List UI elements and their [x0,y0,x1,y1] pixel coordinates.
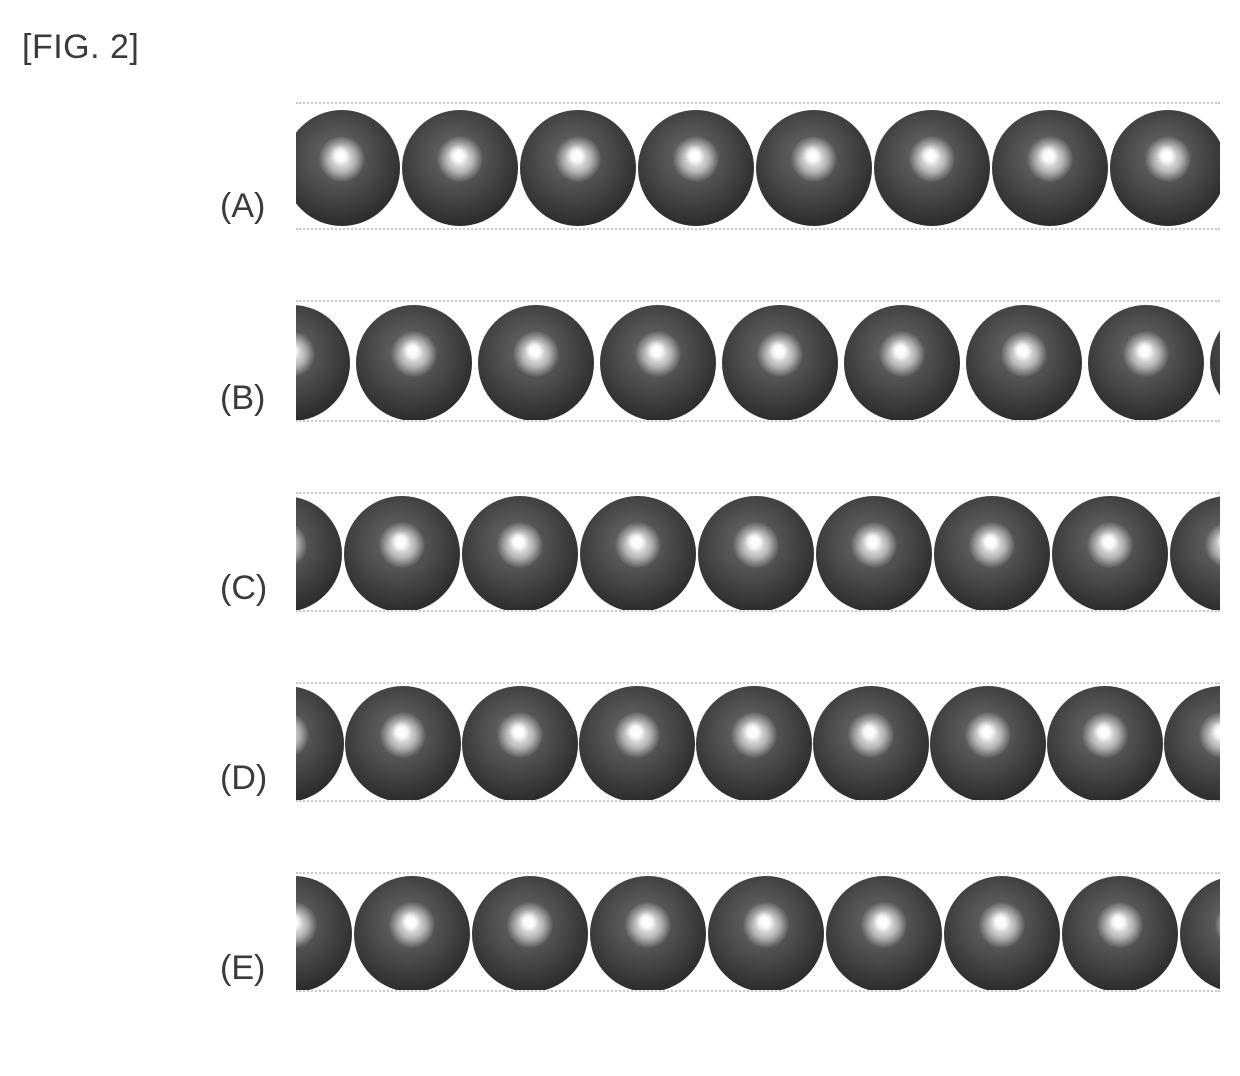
sphere [1110,110,1220,226]
sphere [296,876,352,992]
sphere [402,110,518,226]
sphere-strip [296,102,1220,230]
sphere [1088,305,1204,421]
sphere [520,110,636,226]
sphere [826,876,942,992]
sphere [462,496,578,612]
row-c: (C) [220,492,1220,612]
sphere [696,686,812,802]
sphere [708,876,824,992]
sphere [1170,496,1220,612]
sphere [472,876,588,992]
row-label: (C) [220,569,296,608]
sphere [1062,876,1178,992]
sphere [296,305,350,421]
sphere-highlight-icon [296,522,307,568]
sphere [580,496,696,612]
sphere [638,110,754,226]
row-e: (E) [220,872,1220,992]
sphere [600,305,716,421]
sphere-strip [296,872,1220,992]
sphere [1052,496,1168,612]
row-d: (D) [220,682,1220,802]
sphere-strip [296,492,1220,612]
rows-container: (A) (B) (C) (D) (E) [220,102,1220,1062]
sphere [816,496,932,612]
sphere [698,496,814,612]
sphere [966,305,1082,421]
row-label: (B) [220,379,296,418]
sphere [296,686,344,802]
figure-title: [FIG. 2] [22,28,139,67]
sphere [579,686,695,802]
sphere [345,686,461,802]
sphere-highlight-icon [296,331,315,377]
sphere [934,496,1050,612]
sphere [354,876,470,992]
sphere [462,686,578,802]
sphere [1047,686,1163,802]
row-label: (D) [220,759,296,798]
sphere [590,876,706,992]
sphere-highlight-icon [1215,902,1220,948]
sphere [1180,876,1220,992]
sphere [296,496,342,612]
sphere [992,110,1108,226]
sphere [1210,305,1220,421]
row-label: (A) [220,187,296,226]
sphere [344,496,460,612]
row-a: (A) [220,102,1220,230]
sphere [813,686,929,802]
sphere [930,686,1046,802]
sphere [296,110,400,226]
sphere-highlight-icon [1205,522,1220,568]
sphere [722,305,838,421]
sphere [1164,686,1220,802]
row-label: (E) [220,949,296,988]
sphere [756,110,872,226]
row-b: (B) [220,300,1220,422]
sphere [874,110,990,226]
sphere [478,305,594,421]
sphere-strip [296,300,1220,422]
sphere [356,305,472,421]
sphere [844,305,960,421]
sphere-highlight-icon [296,712,309,758]
sphere-strip [296,682,1220,802]
sphere [944,876,1060,992]
